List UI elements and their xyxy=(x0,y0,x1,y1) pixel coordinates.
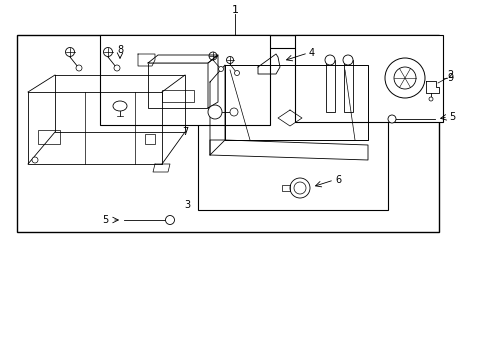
Circle shape xyxy=(289,178,309,198)
Polygon shape xyxy=(138,54,155,66)
Circle shape xyxy=(76,65,82,71)
Circle shape xyxy=(103,48,112,57)
Bar xyxy=(294,35,442,122)
Polygon shape xyxy=(282,185,289,191)
Circle shape xyxy=(387,115,395,123)
Polygon shape xyxy=(425,81,438,93)
Text: 8: 8 xyxy=(117,45,123,55)
Circle shape xyxy=(165,216,174,225)
Circle shape xyxy=(384,58,424,98)
Polygon shape xyxy=(148,55,218,63)
Bar xyxy=(100,35,269,125)
Polygon shape xyxy=(278,110,302,126)
Bar xyxy=(162,90,194,102)
Text: 7: 7 xyxy=(182,127,188,137)
Text: 3: 3 xyxy=(183,200,190,210)
Polygon shape xyxy=(207,55,218,108)
Text: 5: 5 xyxy=(448,112,454,122)
Text: 5: 5 xyxy=(102,215,108,225)
Circle shape xyxy=(229,108,238,116)
Circle shape xyxy=(207,105,222,119)
Bar xyxy=(17,35,438,232)
Polygon shape xyxy=(258,54,280,74)
Text: 1: 1 xyxy=(231,5,238,15)
Circle shape xyxy=(218,67,223,72)
Circle shape xyxy=(32,157,38,163)
Text: 4: 4 xyxy=(308,48,314,58)
Polygon shape xyxy=(28,92,162,164)
Bar xyxy=(343,60,352,112)
Polygon shape xyxy=(153,164,170,172)
Circle shape xyxy=(342,55,352,65)
Text: 6: 6 xyxy=(334,175,340,185)
Bar xyxy=(145,134,155,144)
Text: 2: 2 xyxy=(446,70,452,80)
Text: 9: 9 xyxy=(446,73,452,83)
Polygon shape xyxy=(209,65,224,155)
Ellipse shape xyxy=(113,101,127,111)
Circle shape xyxy=(234,71,239,76)
Bar xyxy=(325,60,334,112)
Circle shape xyxy=(114,65,120,71)
Bar xyxy=(148,63,207,108)
Circle shape xyxy=(325,55,334,65)
Circle shape xyxy=(226,57,233,63)
Polygon shape xyxy=(224,65,367,140)
Circle shape xyxy=(293,182,305,194)
Circle shape xyxy=(65,48,74,57)
Circle shape xyxy=(393,67,415,89)
Bar xyxy=(38,130,60,144)
Circle shape xyxy=(208,52,217,60)
Polygon shape xyxy=(55,75,184,132)
Bar xyxy=(198,48,387,210)
Circle shape xyxy=(428,97,432,101)
Polygon shape xyxy=(209,140,367,160)
